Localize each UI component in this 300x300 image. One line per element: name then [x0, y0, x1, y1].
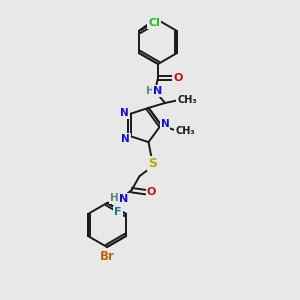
Text: N: N — [120, 108, 129, 118]
Text: N: N — [153, 86, 163, 96]
Text: O: O — [147, 187, 156, 197]
Text: Br: Br — [100, 250, 114, 262]
Text: N: N — [121, 134, 130, 144]
Text: N: N — [160, 119, 169, 129]
Text: Cl: Cl — [148, 18, 160, 28]
Text: S: S — [148, 157, 157, 169]
Text: H: H — [146, 86, 154, 96]
Text: CH₃: CH₃ — [175, 126, 195, 136]
Text: O: O — [173, 73, 183, 83]
Text: F: F — [114, 207, 122, 217]
Text: H: H — [110, 193, 119, 203]
Text: CH₃: CH₃ — [177, 95, 197, 105]
Text: N: N — [119, 194, 128, 204]
